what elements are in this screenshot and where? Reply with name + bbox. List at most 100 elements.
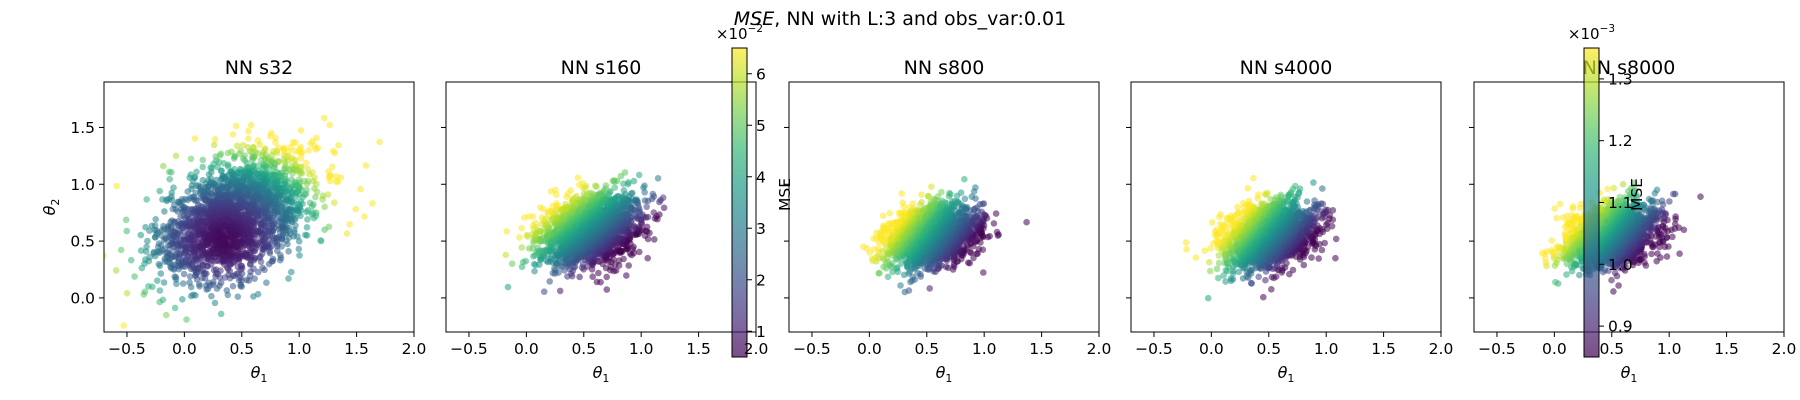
scatter-point: [210, 278, 217, 286]
scatter-point: [224, 163, 232, 170]
scatter-point: [117, 246, 125, 254]
y-tick-label: 1.0: [70, 176, 95, 194]
scatter-point: [113, 182, 120, 190]
scatter-point: [247, 121, 255, 129]
scatter-point: [112, 267, 120, 274]
scatter-point: [305, 147, 313, 154]
scatter-point: [266, 132, 274, 140]
scatter-point: [369, 200, 376, 207]
scatter-point: [628, 190, 635, 197]
scatter-point: [620, 187, 628, 194]
y-tick-label: 0.0: [70, 289, 95, 307]
scatter-point: [569, 195, 576, 203]
scatter-point: [990, 220, 998, 227]
scatter-point: [304, 216, 311, 223]
scatter-point: [285, 248, 292, 255]
scatter-point: [306, 170, 313, 178]
scatter-point: [161, 208, 168, 215]
scatter-point: [968, 193, 976, 200]
scatter-point: [537, 204, 544, 211]
scatter-point: [302, 231, 309, 239]
colorbar-tick-label: 3: [756, 220, 766, 238]
scatter-point: [346, 221, 354, 228]
x-tick-label: 1.5: [344, 340, 369, 358]
scatter-point: [984, 233, 992, 241]
scatter-point: [630, 177, 638, 185]
scatter-point: [518, 244, 525, 251]
scatter-point: [304, 165, 312, 173]
scatter-point: [285, 275, 292, 282]
scatter-point: [907, 278, 914, 286]
scatter-point: [321, 226, 328, 233]
scatter-point: [592, 182, 599, 189]
scatter-point: [245, 127, 252, 135]
scatter-point: [576, 181, 583, 189]
scatter-point: [589, 273, 596, 281]
scatter-point: [229, 282, 237, 290]
scatter-point: [172, 152, 180, 160]
scatter-point: [993, 228, 1001, 236]
scatter-point: [320, 114, 328, 122]
scatter-point: [296, 169, 304, 177]
scatter-point: [184, 196, 192, 204]
scatter-point: [531, 267, 538, 275]
scatter-point: [160, 162, 167, 170]
scatter-point: [162, 311, 170, 319]
scatter-point: [534, 244, 542, 252]
scatter-point: [176, 229, 183, 237]
scatter-point: [157, 270, 165, 277]
scatter-point: [576, 273, 583, 281]
x-tick-label: −0.5: [108, 340, 146, 358]
scatter-point: [635, 171, 643, 179]
figure-title-rest: , NN with L:3 and obs_var:0.01: [774, 8, 1066, 30]
figure-title-italic: MSE: [734, 8, 774, 30]
scatter-point: [621, 169, 629, 176]
scatter-point: [234, 293, 242, 301]
panel-title: NN s32: [225, 57, 294, 79]
scatter-point: [326, 177, 334, 185]
scatter-point: [593, 278, 601, 286]
figure-title: MSE, NN with L:3 and obs_var:0.01: [734, 8, 1066, 30]
scatter-point: [233, 142, 241, 150]
scatter-point: [143, 196, 150, 203]
y-tick-label: 1.5: [70, 119, 95, 137]
scatter-point: [650, 209, 658, 216]
scatter-point: [217, 310, 225, 318]
scatter-point: [280, 146, 288, 154]
scatter-point: [362, 162, 370, 169]
scatter-point: [156, 287, 164, 294]
x-tick-label: 0.0: [172, 340, 197, 358]
scatter-point: [602, 182, 610, 189]
scatter-point: [308, 203, 316, 210]
scatter-point: [120, 322, 127, 329]
scatter-point: [292, 193, 300, 201]
scatter-point: [900, 271, 908, 279]
y-axis-label: θ2: [40, 199, 62, 216]
scatter-point: [122, 216, 130, 224]
scatter-point: [516, 234, 523, 241]
scatter-point: [224, 149, 232, 157]
x-tick-label: 0.0: [514, 340, 539, 358]
scatter-point: [901, 288, 909, 296]
scatter-point: [625, 179, 632, 186]
scatter-point: [149, 283, 156, 291]
scatter-point: [272, 139, 279, 146]
scatter-point: [580, 190, 588, 198]
scatter-points: [502, 169, 668, 296]
scatter-point: [329, 163, 336, 171]
scatter-point: [222, 237, 229, 245]
scatter-point: [274, 247, 281, 255]
scatter-point: [595, 269, 602, 277]
scatter-point: [291, 147, 299, 155]
scatter-point: [603, 286, 611, 293]
scatter-point: [259, 264, 266, 272]
x-tick-label: 1.0: [287, 340, 312, 358]
scatter-point: [156, 187, 163, 195]
x-tick-label: 1.0: [629, 340, 654, 358]
scatter-point: [168, 169, 175, 176]
scatter-point: [192, 292, 199, 299]
scatter-point: [530, 260, 538, 268]
scatter-points: [104, 114, 383, 329]
scatter-point: [280, 151, 288, 159]
